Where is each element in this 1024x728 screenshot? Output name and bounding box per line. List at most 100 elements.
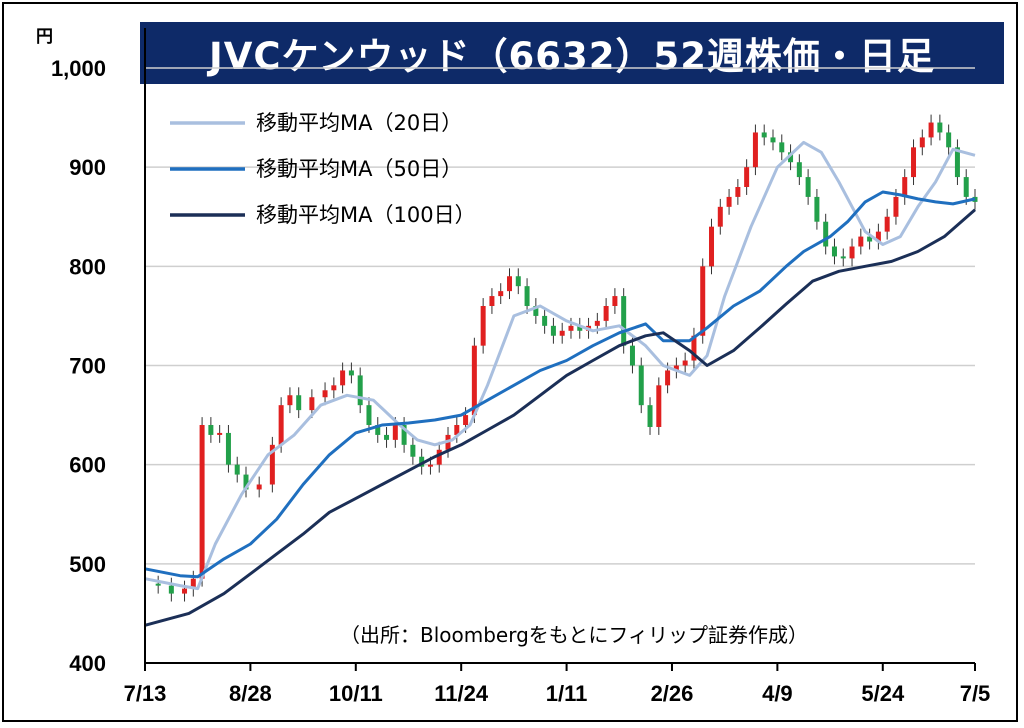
candle-body xyxy=(656,385,662,427)
candle-body xyxy=(709,226,715,267)
candle-body xyxy=(419,456,425,467)
candle-body xyxy=(875,231,881,242)
candle-body xyxy=(937,122,943,133)
candle-body xyxy=(867,236,873,242)
candle-body xyxy=(603,306,609,321)
candle-body xyxy=(779,142,785,153)
candle-body xyxy=(761,132,767,138)
candle-body xyxy=(893,196,899,217)
candle-body xyxy=(805,177,811,197)
candle-body xyxy=(524,286,530,306)
candle-body xyxy=(752,132,758,168)
candle-body xyxy=(269,444,275,485)
candle-body xyxy=(454,425,460,435)
candle-body xyxy=(726,196,732,207)
candle-body xyxy=(401,425,407,445)
candle-body xyxy=(884,216,890,232)
candle-body xyxy=(577,325,583,331)
legend-label: 移動平均MA（20日） xyxy=(256,111,462,135)
candle-body xyxy=(199,425,205,579)
candle-body xyxy=(331,385,337,391)
candle-body xyxy=(612,296,618,306)
x-tick-label: 2/26 xyxy=(651,681,694,706)
x-tick-label: 5/24 xyxy=(861,681,905,706)
candle-body xyxy=(682,360,688,366)
candle-body xyxy=(243,474,249,490)
candle-body xyxy=(471,345,477,416)
candle-body xyxy=(278,405,284,445)
y-unit-label: 円 xyxy=(36,27,53,47)
candle-body xyxy=(296,395,302,411)
candle-body xyxy=(911,147,917,178)
candle-body xyxy=(340,370,346,386)
candle-body xyxy=(963,177,969,197)
candle-body xyxy=(700,266,706,336)
candle-body xyxy=(480,306,486,346)
candle-body xyxy=(858,236,864,247)
candle-body xyxy=(559,330,565,336)
candle-body xyxy=(168,585,174,594)
candle-body xyxy=(357,375,363,406)
candle-body xyxy=(208,425,214,435)
ma-line-2 xyxy=(144,208,976,627)
candle-body xyxy=(309,397,315,411)
chart-title: JVCケンウッド（6632）52週株価・日足 xyxy=(140,22,1004,84)
candle-body xyxy=(744,167,750,187)
candle-body xyxy=(831,246,837,257)
y-tick-label: 600 xyxy=(69,453,106,478)
candle-body xyxy=(735,187,741,197)
candle-body xyxy=(665,370,671,386)
x-tick-label: 7/5 xyxy=(960,681,991,706)
candle-body xyxy=(621,296,627,346)
candle-body xyxy=(533,306,539,316)
x-tick-label: 11/24 xyxy=(434,681,489,706)
candle-body xyxy=(629,345,635,366)
candle-body xyxy=(717,206,723,227)
ma-line-1 xyxy=(144,190,976,579)
candle-body xyxy=(427,464,433,467)
candle-body xyxy=(190,578,196,589)
candle-body xyxy=(542,315,548,326)
candle-body xyxy=(840,256,846,259)
candle-body xyxy=(814,196,820,222)
candle-body xyxy=(375,425,381,435)
x-tick-label: 7/13 xyxy=(124,681,167,706)
candle-body xyxy=(217,432,223,435)
candle-body xyxy=(691,335,697,361)
candle-body xyxy=(256,484,262,490)
candle-body xyxy=(234,464,240,475)
candle-body xyxy=(182,588,188,594)
source-note: （出所：Bloombergをもとにフィリップ証券作成） xyxy=(340,623,808,647)
candle-body xyxy=(366,405,372,425)
candle-body xyxy=(287,395,293,406)
candle-body xyxy=(673,365,679,371)
candle-body xyxy=(436,449,442,465)
candle-body xyxy=(506,276,512,292)
candle-body xyxy=(770,137,776,143)
candle-body xyxy=(568,325,574,331)
x-tick-label: 4/9 xyxy=(762,681,793,706)
candle-body xyxy=(954,147,960,178)
y-tick-label: 700 xyxy=(69,354,106,379)
candle-body xyxy=(463,415,469,425)
candle-body xyxy=(392,425,398,440)
x-tick-label: 10/11 xyxy=(329,681,383,706)
y-tick-label: 500 xyxy=(69,552,106,577)
x-tick-label: 1/11 xyxy=(546,681,588,706)
y-tick-label: 400 xyxy=(69,651,106,676)
candle-body xyxy=(796,162,802,178)
candle-body xyxy=(384,434,390,440)
candle-body xyxy=(225,432,231,465)
candle-body xyxy=(928,122,934,138)
candle-body xyxy=(946,132,952,148)
candle-body xyxy=(410,444,416,457)
y-tick-label: 800 xyxy=(69,254,106,279)
candle-body xyxy=(515,276,521,287)
candle-body xyxy=(322,390,328,398)
candle-body xyxy=(638,365,644,406)
candle-body xyxy=(788,152,794,163)
candle-body xyxy=(489,296,495,306)
candle-body xyxy=(550,325,556,336)
candle-body xyxy=(498,291,504,297)
